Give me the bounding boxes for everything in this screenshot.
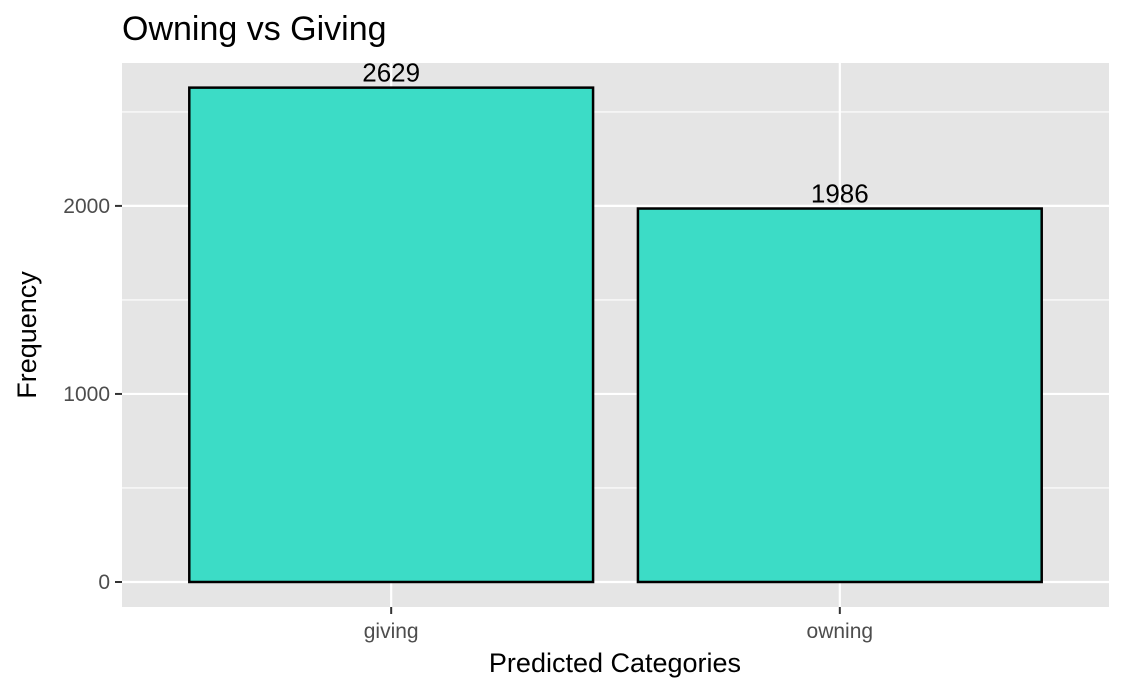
x-axis-title: Predicted Categories xyxy=(489,648,741,678)
x-tick-label-giving: giving xyxy=(364,620,419,643)
data-labels: 2629 1986 xyxy=(362,58,868,209)
y-tick-label: 2000 xyxy=(63,195,110,218)
x-tick-label-owning: owning xyxy=(807,620,874,643)
y-tick-label: 0 xyxy=(98,571,110,594)
data-label-owning: 1986 xyxy=(811,179,869,209)
bar-owning xyxy=(636,207,1043,584)
y-tick-label: 1000 xyxy=(63,383,110,406)
x-axis: giving owning xyxy=(364,607,873,643)
data-label-giving: 2629 xyxy=(362,58,420,88)
y-axis-title: Frequency xyxy=(12,271,42,399)
chart-title: Owning vs Giving xyxy=(122,10,387,48)
y-axis: 0 1000 2000 xyxy=(63,195,122,594)
bar-giving xyxy=(188,86,595,584)
bar-series xyxy=(188,86,1043,584)
